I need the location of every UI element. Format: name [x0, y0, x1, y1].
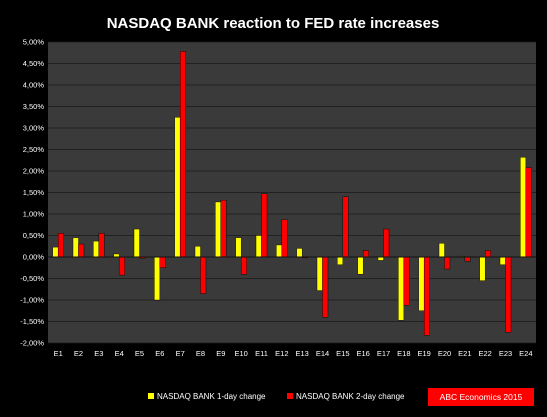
bar-2-day-e17: [383, 228, 390, 258]
x-tick-label: E17: [377, 349, 390, 358]
x-tick-label: E20: [438, 349, 451, 358]
bar-2-day-e6: [159, 256, 166, 268]
y-tick-label: -2,00%: [20, 339, 44, 348]
x-tick-label: E15: [336, 349, 349, 358]
y-tick-label: 0,50%: [23, 231, 45, 240]
x-tick-label: E8: [196, 349, 205, 358]
bar-2-day-e4: [118, 256, 125, 276]
bar-2-day-e1: [57, 233, 64, 258]
y-tick-label: 1,00%: [23, 210, 45, 219]
bar-1-day-e11: [255, 235, 262, 258]
y-tick-label: 0,00%: [23, 253, 45, 262]
x-tick-label: E13: [295, 349, 308, 358]
x-tick-label: E21: [458, 349, 471, 358]
bar-2-day-e15: [342, 196, 349, 258]
bar-1-day-e9: [215, 201, 222, 258]
bar-1-day-e23: [499, 256, 506, 265]
bar-1-day-e20: [438, 243, 445, 258]
x-tick-label: E6: [155, 349, 164, 358]
chart-title: NASDAQ BANK reaction to FED rate increas…: [107, 15, 440, 32]
bar-1-day-e19: [418, 256, 425, 311]
bar-1-day-e2: [72, 237, 79, 258]
x-tick-label: E22: [478, 349, 491, 358]
legend: NASDAQ BANK 1-day change NASDAQ BANK 2-d…: [148, 392, 405, 401]
bar-2-day-e7: [179, 51, 186, 258]
bar-2-day-e9: [220, 200, 227, 258]
x-tick-label: E19: [417, 349, 430, 358]
x-tick-label: E23: [499, 349, 512, 358]
bar-1-day-e8: [194, 246, 201, 258]
bar-1-day-e14: [316, 256, 323, 291]
y-tick-label: 2,00%: [23, 167, 45, 176]
y-tick-label: -0,50%: [20, 274, 44, 283]
bar-2-day-e8: [200, 256, 207, 294]
bar-2-day-e21: [464, 256, 471, 262]
y-tick-label: 3,00%: [23, 124, 45, 133]
x-tick-label: E10: [234, 349, 247, 358]
x-tick-label: E7: [176, 349, 185, 358]
bar-1-day-e13: [296, 248, 303, 258]
bar-1-day-e1: [52, 246, 59, 258]
bar-2-day-e16: [362, 250, 369, 258]
bar-1-day-e6: [154, 256, 161, 301]
x-tick-label: E4: [115, 349, 124, 358]
bar-2-day-e10: [240, 256, 247, 275]
bar-2-day-e20: [444, 256, 451, 270]
y-tick-label: 4,50%: [23, 59, 45, 68]
bar-2-day-e2: [78, 243, 85, 258]
x-tick-label: E24: [519, 349, 532, 358]
y-tick-label: 5,00%: [23, 38, 45, 47]
bar-1-day-e12: [276, 244, 283, 258]
bar-1-day-e15: [337, 256, 344, 265]
x-tick-label: E11: [255, 349, 268, 358]
bar-1-day-e10: [235, 237, 242, 258]
bar-2-day-e22: [484, 250, 491, 258]
x-tick-label: E5: [135, 349, 144, 358]
x-tick-label: E14: [316, 349, 329, 358]
legend-swatch-2-day: [287, 393, 293, 399]
source-badge-text: ABC Economics 2015: [440, 392, 523, 402]
bar-1-day-e3: [93, 240, 100, 258]
bar-1-day-e22: [479, 256, 486, 281]
bar-1-day-e5: [133, 228, 140, 258]
bar-2-day-e3: [98, 233, 105, 258]
bar-2-day-e23: [505, 256, 512, 333]
x-tick-label: E12: [275, 349, 288, 358]
x-tick-label: E1: [54, 349, 63, 358]
y-tick-label: 1,50%: [23, 188, 45, 197]
x-axis-ticks: E1 E2 E3 E4 E5 E6 E7 E8 E9 E10 E11 E12 E13 E14 E15 E16 E…: [54, 349, 533, 358]
bar-2-day-e19: [423, 256, 430, 336]
bar-1-day-e17: [377, 256, 384, 261]
bar-1-day-e18: [398, 256, 405, 321]
legend-swatch-1-day: [148, 393, 154, 399]
y-tick-label: -1,50%: [20, 317, 44, 326]
bar-2-day-e18: [403, 256, 410, 306]
legend-label-2-day: NASDAQ BANK 2-day change: [296, 392, 405, 401]
bar-2-day-e12: [281, 219, 288, 258]
y-tick-label: 4,00%: [23, 81, 45, 90]
bar-1-day-e16: [357, 256, 364, 275]
y-tick-label: 2,50%: [23, 145, 45, 154]
y-tick-label: -1,00%: [20, 296, 44, 305]
bar-1-day-e24: [520, 157, 527, 258]
x-tick-label: E9: [216, 349, 225, 358]
source-badge-background: [428, 388, 534, 406]
x-tick-label: E3: [94, 349, 103, 358]
bar-2-day-e14: [322, 256, 329, 318]
x-tick-label: E2: [74, 349, 83, 358]
y-tick-label: 3,50%: [23, 102, 45, 111]
bar-2-day-e11: [261, 193, 268, 258]
legend-label-1-day: NASDAQ BANK 1-day change: [157, 392, 266, 401]
x-tick-label: E16: [356, 349, 369, 358]
bar-1-day-e7: [174, 117, 181, 258]
source-badge: ABC Economics 2015: [428, 388, 534, 406]
bar-2-day-e24: [525, 167, 532, 258]
x-tick-label: E18: [397, 349, 410, 358]
y-axis-ticks: 5,00% 4,50% 4,00% 3,50% 3,00% 2,50% 2,00% 1,50%…: [20, 38, 44, 348]
